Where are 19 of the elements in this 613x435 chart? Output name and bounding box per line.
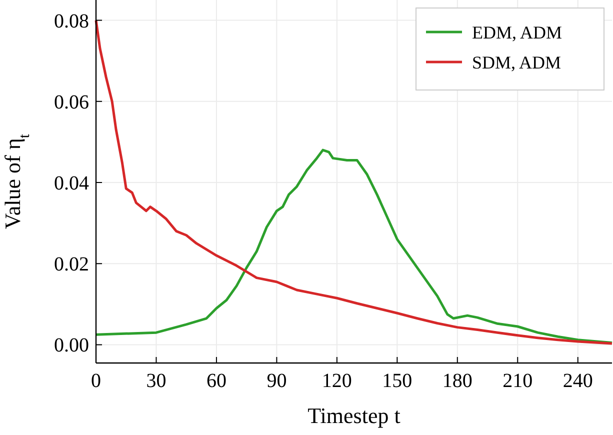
- legend-label: EDM, ADM: [472, 22, 562, 42]
- x-tick-label: 120: [322, 370, 352, 392]
- x-tick-label: 240: [562, 370, 593, 392]
- x-tick-label: 180: [442, 370, 472, 392]
- x-tick-label: 60: [206, 370, 226, 392]
- x-tick-label: 150: [382, 370, 412, 392]
- y-tick-label: 0.00: [54, 334, 89, 357]
- y-tick-label: 0.06: [54, 91, 89, 114]
- line-series: [94, 19, 613, 345]
- x-tick-label: 210: [502, 370, 533, 392]
- x-axis-title: Timestep t: [308, 403, 400, 428]
- y-tick-label: 0.04: [54, 172, 89, 195]
- y-tick-label: 0.08: [54, 10, 89, 32]
- legend-label: SDM, ADM: [472, 52, 562, 72]
- x-tick-label: 0: [91, 370, 101, 392]
- y-tick-label: 0.02: [54, 254, 89, 276]
- x-tick-label: 90: [266, 370, 287, 392]
- x-tick-label: 30: [146, 370, 166, 392]
- line-series: [94, 148, 613, 344]
